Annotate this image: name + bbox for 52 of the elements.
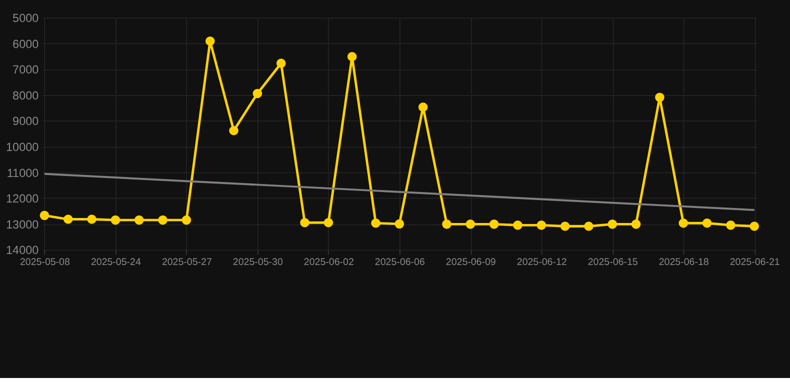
y-tick-label: 6000 <box>12 38 40 51</box>
point <box>702 218 712 228</box>
point <box>513 220 522 230</box>
point <box>678 218 688 228</box>
point <box>608 220 618 229</box>
x-tick-label: 2025-05-27 <box>162 256 212 268</box>
y-tick-label: 7000 <box>12 64 40 77</box>
y-tick-label: 11000 <box>6 166 40 180</box>
point <box>560 222 570 231</box>
x-tick-label: 2025-05-08 <box>20 256 70 268</box>
point <box>324 218 334 228</box>
x-tick-label: 2025-06-09 <box>446 256 496 268</box>
point <box>205 36 215 46</box>
point <box>584 222 594 231</box>
point <box>276 58 286 68</box>
point <box>229 126 238 136</box>
point <box>347 52 357 62</box>
x-tick-label: 2025-05-30 <box>232 256 284 268</box>
point <box>394 219 404 229</box>
point <box>63 214 73 224</box>
y-tick-label: 13000 <box>6 218 40 232</box>
point <box>110 215 120 225</box>
x-tick-label: 2025-06-02 <box>304 256 354 268</box>
point <box>87 214 96 224</box>
y-tick-label: 9000 <box>12 115 40 128</box>
point <box>40 210 50 220</box>
point <box>252 88 262 98</box>
point <box>371 218 380 228</box>
point <box>418 102 428 112</box>
x-tick-label: 2025-05-24 <box>90 256 142 268</box>
point <box>631 220 641 229</box>
point <box>466 220 476 229</box>
point <box>655 92 664 102</box>
y-tick-label: 12000 <box>6 192 40 206</box>
x-tick-label: 2025-06-15 <box>588 256 638 268</box>
point <box>536 220 546 230</box>
y-tick-label: 5000 <box>12 12 40 26</box>
point <box>442 220 452 229</box>
point <box>134 215 144 225</box>
point <box>182 215 192 225</box>
x-tick-label: 2025-06-12 <box>516 256 567 268</box>
point <box>726 220 736 230</box>
point <box>300 218 310 228</box>
x-tick-label: 2025-06-18 <box>658 256 709 268</box>
y-tick-label: 10000 <box>6 140 40 154</box>
point <box>489 220 499 229</box>
x-tick-label: 2025-06-06 <box>374 256 425 268</box>
y-tick-label: 14000 <box>6 244 40 258</box>
point <box>158 215 168 225</box>
x-tick-label: 2025-06-21 <box>730 256 780 268</box>
y-tick-label: 8000 <box>12 89 40 102</box>
point <box>750 222 759 231</box>
